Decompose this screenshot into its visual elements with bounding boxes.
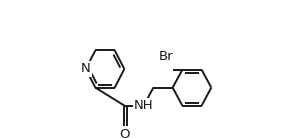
Text: NH: NH — [134, 99, 154, 112]
Text: Br: Br — [159, 50, 174, 63]
Text: O: O — [119, 128, 130, 138]
Text: N: N — [81, 63, 91, 75]
